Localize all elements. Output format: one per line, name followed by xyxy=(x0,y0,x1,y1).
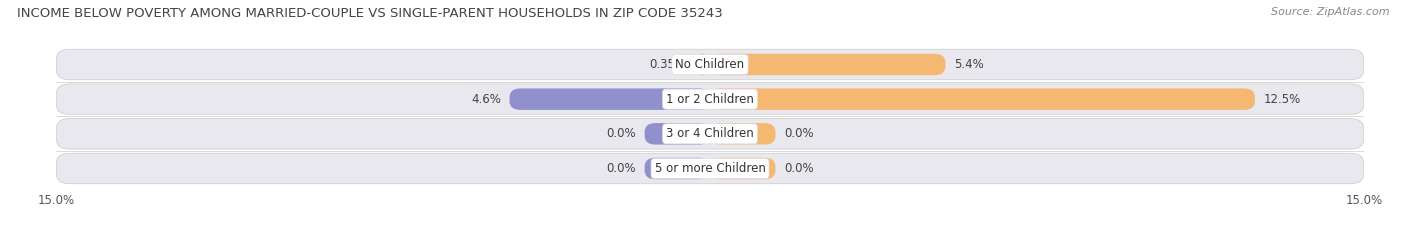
FancyBboxPatch shape xyxy=(56,84,1364,114)
Text: 0.0%: 0.0% xyxy=(785,127,814,140)
Text: 0.0%: 0.0% xyxy=(785,162,814,175)
Text: No Children: No Children xyxy=(675,58,745,71)
Text: 5 or more Children: 5 or more Children xyxy=(655,162,765,175)
FancyBboxPatch shape xyxy=(710,88,1256,110)
Text: 3 or 4 Children: 3 or 4 Children xyxy=(666,127,754,140)
FancyBboxPatch shape xyxy=(710,54,945,75)
Text: 0.0%: 0.0% xyxy=(606,162,636,175)
Text: 5.4%: 5.4% xyxy=(955,58,984,71)
FancyBboxPatch shape xyxy=(56,119,1364,149)
FancyBboxPatch shape xyxy=(56,49,1364,80)
Text: INCOME BELOW POVERTY AMONG MARRIED-COUPLE VS SINGLE-PARENT HOUSEHOLDS IN ZIP COD: INCOME BELOW POVERTY AMONG MARRIED-COUPL… xyxy=(17,7,723,20)
FancyBboxPatch shape xyxy=(644,158,710,179)
Text: 12.5%: 12.5% xyxy=(1264,93,1301,106)
FancyBboxPatch shape xyxy=(56,153,1364,184)
FancyBboxPatch shape xyxy=(509,88,710,110)
FancyBboxPatch shape xyxy=(644,123,710,145)
Text: 1 or 2 Children: 1 or 2 Children xyxy=(666,93,754,106)
Text: 0.0%: 0.0% xyxy=(606,127,636,140)
FancyBboxPatch shape xyxy=(710,123,776,145)
FancyBboxPatch shape xyxy=(710,158,776,179)
Text: 0.35%: 0.35% xyxy=(650,58,686,71)
Text: 4.6%: 4.6% xyxy=(471,93,501,106)
FancyBboxPatch shape xyxy=(695,54,710,75)
Text: Source: ZipAtlas.com: Source: ZipAtlas.com xyxy=(1271,7,1389,17)
